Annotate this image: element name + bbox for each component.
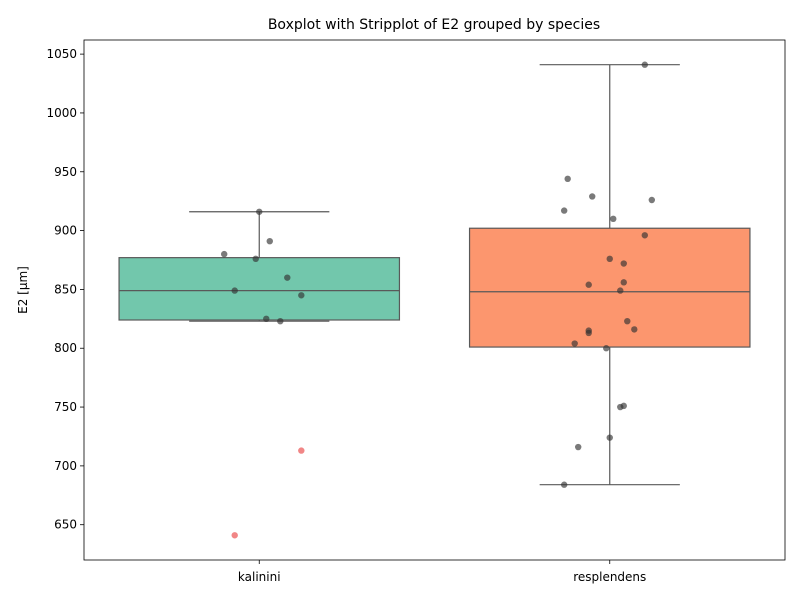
strip-point <box>606 434 613 441</box>
strip-point <box>617 403 624 411</box>
box-kalinini <box>118 257 401 321</box>
box-resplendens <box>468 227 751 348</box>
strip-point <box>252 255 259 263</box>
y-tick-label: 900 <box>54 224 77 238</box>
outlier-point <box>298 447 305 454</box>
y-tick-label: 800 <box>54 341 77 355</box>
y-tick-label: 700 <box>54 459 77 473</box>
strip-point <box>277 317 284 325</box>
chart-title: Boxplot with Stripplot of E2 grouped by … <box>268 17 600 33</box>
strip-point <box>606 255 613 263</box>
y-axis-label: E2 [μm] <box>16 266 30 314</box>
strip-point <box>603 345 610 352</box>
strip-point <box>571 340 578 347</box>
strip-point <box>231 287 238 294</box>
plot-area: 650 700 750 800 850 900 950 1000 1050 kalinini res… <box>46 47 751 584</box>
strip-point <box>263 315 270 323</box>
strip-point <box>256 208 263 215</box>
strip-point <box>585 281 592 288</box>
strip-point <box>266 237 273 245</box>
strip-point <box>298 292 305 299</box>
strip-point <box>620 279 627 286</box>
y-tick-label: 1050 <box>46 47 77 61</box>
y-tick-label: 750 <box>54 400 77 414</box>
y-tick-label: 950 <box>54 165 77 179</box>
strip-point <box>641 61 648 68</box>
x-tick-label: resplendens <box>573 570 646 584</box>
outlier-point <box>231 532 238 539</box>
strip-point <box>221 250 228 258</box>
plot-frame <box>83 39 786 561</box>
y-tick-label: 650 <box>54 518 77 532</box>
strip-point <box>284 274 291 281</box>
strip-point <box>564 175 571 183</box>
strip-point <box>648 196 656 204</box>
strip-point <box>631 326 638 333</box>
strip-point <box>589 193 596 200</box>
strip-point <box>560 207 568 214</box>
x-tick-label: kalinini <box>238 570 281 584</box>
strip-point <box>560 481 568 488</box>
strip-point <box>620 260 627 267</box>
strip-point <box>624 317 631 325</box>
y-tick-label: 850 <box>54 282 77 296</box>
strip-point <box>610 215 617 223</box>
strip-point <box>641 232 648 239</box>
strip-point <box>617 287 624 294</box>
strip-point <box>575 443 582 451</box>
strip-point <box>585 329 592 337</box>
y-tick-label: 1000 <box>46 106 77 120</box>
